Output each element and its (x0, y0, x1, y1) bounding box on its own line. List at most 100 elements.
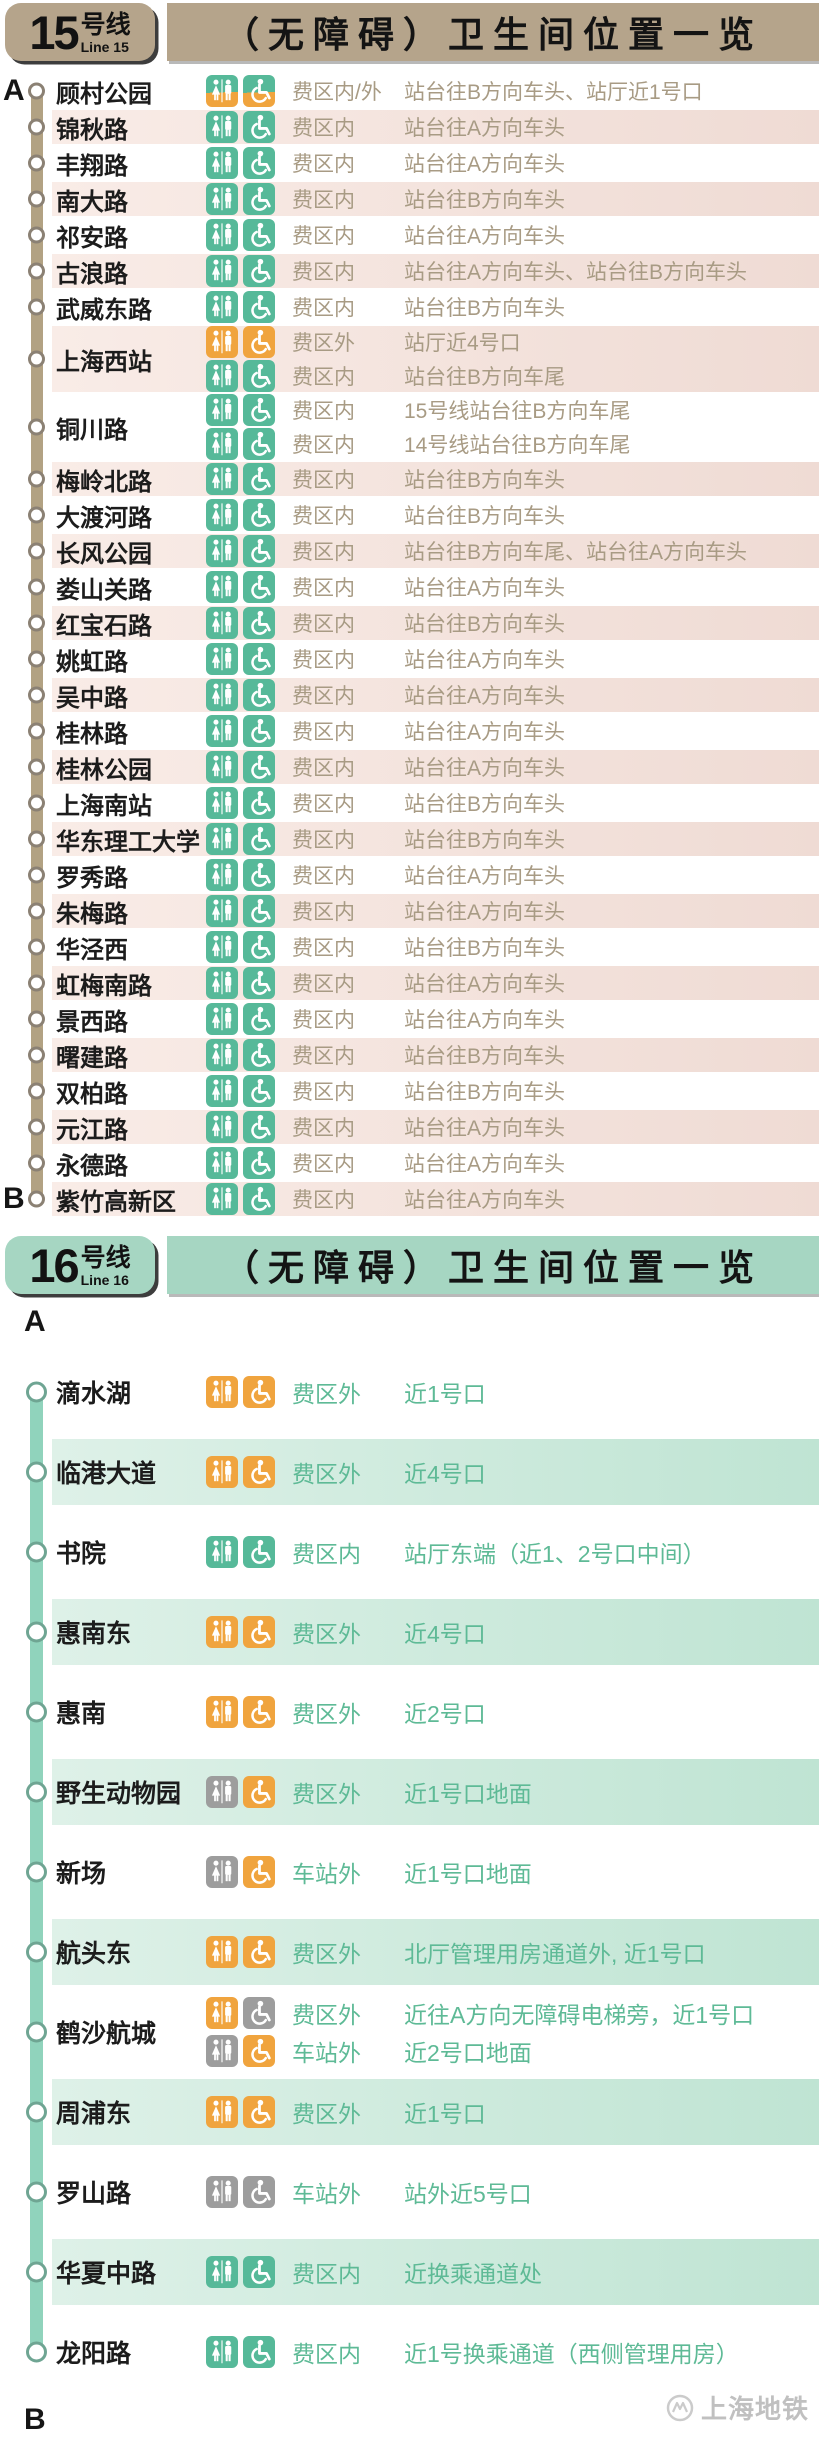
entries: 费区内 站台往B方向车头 (206, 1039, 819, 1071)
endpoint-label-b: B (24, 2403, 46, 2436)
toilet-entry: 费区外 近1号口 (206, 1374, 819, 1410)
station-row: 桂林路 费区内 站台往A方向车头 (0, 713, 819, 749)
entries: 费区内 站台往A方向车头、站台往B方向车头 (206, 255, 819, 287)
toilet-icon (206, 823, 238, 855)
terminus-a-row: A (0, 1304, 819, 1340)
entries: 费区内 站台往A方向车头 (206, 1183, 819, 1215)
station-dot (28, 470, 45, 488)
entries: 费区外 近往A方向无障碍电梯旁，近1号口 车站外 近2号口地面 (206, 1995, 819, 2069)
station-name: 长风公园 (56, 540, 152, 568)
station-row: 双柏路 费区内 站台往B方向车头 (0, 1073, 819, 1109)
toilet-entry: 费区内 站台往B方向车头 (206, 183, 819, 215)
fee-zone-label: 费区内 (292, 153, 355, 176)
toilet-icon (206, 1696, 238, 1728)
wheelchair-icon (243, 147, 275, 179)
wheelchair-icon (243, 1696, 275, 1728)
fee-zone-label: 费区内 (292, 2261, 361, 2287)
entries: 费区内 站台往A方向车头 (206, 571, 819, 603)
toilet-entry: 费区内 站台往A方向车头、站台往B方向车头 (206, 255, 819, 287)
line-number: 15 (29, 5, 79, 59)
station-name: 紫竹高新区 (56, 1188, 176, 1216)
station-row: 罗秀路 费区内 站台往A方向车头 (0, 857, 819, 893)
entries: 车站外 近1号口地面 (206, 1854, 819, 1890)
station-name: 华泾西 (56, 936, 128, 964)
station-row: 朱梅路 费区内 站台往A方向车头 (0, 893, 819, 929)
toilet-entry: 费区内 站台往B方向车头 (206, 787, 819, 819)
fee-zone-label: 费区内 (292, 577, 355, 600)
fee-zone-label: 费区外 (292, 2101, 361, 2127)
toilet-entry: 费区内 站台往A方向车头 (206, 967, 819, 999)
fee-zone-label: 费区内 (292, 1117, 355, 1140)
fee-zone-label: 费区内 (292, 366, 355, 389)
location-text: 近1号换乘通道（西侧管理用房） (404, 2341, 739, 2367)
station-dot (26, 1861, 47, 1883)
station-dot (28, 794, 45, 812)
toilet-icon (206, 787, 238, 819)
toilet-entry: 费区内 站台往A方向车头 (206, 1147, 819, 1179)
station-row: 桂林公园 费区内 站台往A方向车头 (0, 749, 819, 785)
toilet-entry: 费区内 站台往A方向车头 (206, 679, 819, 711)
wheelchair-icon (243, 1111, 275, 1143)
fee-zone-label: 费区外 (292, 332, 355, 355)
wheelchair-icon (243, 1376, 275, 1408)
station-row: B 紫竹高新区 费区内 站台往A方向车头 (0, 1181, 819, 1217)
wheelchair-icon (243, 219, 275, 251)
entries: 费区内 站台往A方向车头 (206, 219, 819, 251)
location-text: 站台往A方向车头 (404, 901, 566, 924)
location-text: 站台往B方向车头 (404, 189, 566, 212)
station-name: 桂林路 (56, 720, 128, 748)
wheelchair-icon (243, 1776, 275, 1808)
shanghai-metro-logo-icon (666, 2394, 694, 2421)
station-name: 梅岭北路 (56, 468, 152, 496)
station-name: 娄山关路 (56, 576, 152, 604)
wheelchair-icon (243, 463, 275, 495)
location-text: 近1号口地面 (404, 1861, 532, 1887)
station-name: 书院 (56, 1540, 107, 1568)
fee-zone-label: 费区内 (292, 1189, 355, 1212)
wheelchair-icon (243, 291, 275, 323)
location-text: 站台往A方向车头 (404, 685, 566, 708)
location-text: 近4号口 (404, 1461, 486, 1487)
location-text: 站台往B方向车头 (404, 1081, 566, 1104)
wheelchair-icon (243, 895, 275, 927)
station-dot (26, 2341, 47, 2363)
entries: 费区内 站台往A方向车头 (206, 111, 819, 143)
toilet-entry: 费区外 北厅管理用房通道外, 近1号口 (206, 1934, 819, 1970)
station-row: 南大路 费区内 站台往B方向车头 (0, 181, 819, 217)
wheelchair-icon (243, 967, 275, 999)
station-row: 周浦东 费区外 近1号口 (0, 2072, 819, 2152)
toilet-icon (206, 1075, 238, 1107)
wheelchair-icon (243, 679, 275, 711)
station-dot (26, 1701, 47, 1723)
toilet-entry: 费区内 站台往A方向车头 (206, 571, 819, 603)
entries: 费区内 站台往B方向车头 (206, 787, 819, 819)
station-row: 古浪路 费区内 站台往A方向车头、站台往B方向车头 (0, 253, 819, 289)
toilet-icon (206, 326, 238, 358)
line16-header: 16 号线 Line 16 （无障碍）卫生间位置一览 (0, 1233, 819, 1294)
wheelchair-icon (243, 1997, 275, 2029)
location-text: 近1号口地面 (404, 1781, 532, 1807)
wheelchair-icon (243, 1616, 275, 1648)
station-dot (26, 1941, 47, 1963)
location-text: 站台往A方向车头 (404, 865, 566, 888)
terminus-b-row: B (0, 2402, 819, 2438)
station-dot (26, 2101, 47, 2123)
wheelchair-icon (243, 1183, 275, 1215)
toilet-entry: 费区内 站台往B方向车头 (206, 1039, 819, 1071)
station-dot (28, 1082, 45, 1100)
station-row: 景西路 费区内 站台往A方向车头 (0, 1001, 819, 1037)
station-name: 滴水湖 (56, 1380, 132, 1408)
station-name: 华东理工大学 (56, 828, 200, 856)
toilet-entry: 费区内 站台往B方向车头 (206, 291, 819, 323)
fee-zone-label: 费区内 (292, 297, 355, 320)
station-row: 吴中路 费区内 站台往A方向车头 (0, 677, 819, 713)
location-text: 站台往A方向车头 (404, 721, 566, 744)
station-dot (28, 506, 45, 524)
toilet-icon (206, 394, 238, 426)
station-row: 惠南 费区外 近2号口 (0, 1672, 819, 1752)
station-name: 丰翔路 (56, 152, 128, 180)
fee-zone-label: 费区内 (292, 1153, 355, 1176)
fee-zone-label: 费区内 (292, 757, 355, 780)
station-name: 龙阳路 (56, 2340, 132, 2368)
entries: 费区内 站台往B方向车头 (206, 463, 819, 495)
